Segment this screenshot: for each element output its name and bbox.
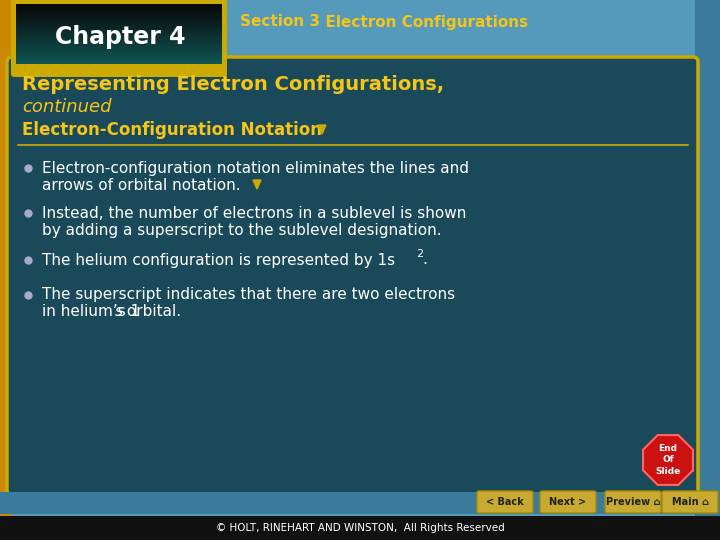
Bar bbox=[16, 15, 222, 16]
Bar bbox=[16, 22, 222, 23]
Bar bbox=[16, 42, 222, 43]
Text: Electron-Configuration Notation: Electron-Configuration Notation bbox=[22, 121, 322, 139]
Bar bbox=[0, 516, 720, 540]
Bar bbox=[0, 0, 12, 540]
Text: continued: continued bbox=[22, 98, 112, 116]
Bar bbox=[16, 5, 222, 6]
Bar bbox=[16, 31, 222, 32]
Bar bbox=[16, 28, 222, 29]
Bar bbox=[16, 4, 222, 5]
Bar bbox=[16, 7, 222, 8]
Text: Electron Configurations: Electron Configurations bbox=[315, 15, 528, 30]
Bar bbox=[12, 0, 695, 62]
Bar bbox=[16, 29, 222, 30]
Bar bbox=[16, 6, 222, 7]
Bar bbox=[16, 61, 222, 62]
Bar bbox=[16, 12, 222, 13]
Text: in helium’s 1: in helium’s 1 bbox=[42, 305, 140, 320]
Text: .: . bbox=[422, 253, 427, 267]
Bar bbox=[695, 0, 720, 540]
Bar bbox=[16, 55, 222, 56]
FancyBboxPatch shape bbox=[605, 491, 661, 513]
Bar bbox=[16, 62, 222, 63]
Bar bbox=[16, 8, 222, 9]
Bar bbox=[16, 48, 222, 49]
Bar bbox=[16, 39, 222, 40]
Bar bbox=[16, 52, 222, 53]
Bar bbox=[16, 46, 222, 47]
Text: Next >: Next > bbox=[549, 497, 587, 507]
Text: arrows of orbital notation.: arrows of orbital notation. bbox=[42, 178, 240, 192]
Bar bbox=[16, 38, 222, 39]
FancyBboxPatch shape bbox=[7, 57, 698, 495]
Bar bbox=[16, 14, 222, 15]
Bar bbox=[16, 18, 222, 19]
Text: s: s bbox=[115, 305, 123, 320]
Polygon shape bbox=[643, 435, 693, 485]
Bar bbox=[16, 36, 222, 37]
Text: Preview ⌂: Preview ⌂ bbox=[606, 497, 660, 507]
Text: 2: 2 bbox=[416, 249, 423, 259]
Bar bbox=[16, 50, 222, 51]
Bar bbox=[16, 17, 222, 18]
Bar bbox=[16, 53, 222, 54]
Text: The superscript indicates that there are two electrons: The superscript indicates that there are… bbox=[42, 287, 455, 302]
Bar bbox=[16, 26, 222, 27]
Polygon shape bbox=[318, 125, 326, 134]
Bar bbox=[16, 32, 222, 33]
Bar bbox=[16, 25, 222, 26]
Bar bbox=[16, 57, 222, 58]
Bar bbox=[16, 23, 222, 24]
Text: End
Of
Slide: End Of Slide bbox=[655, 444, 680, 476]
FancyBboxPatch shape bbox=[662, 491, 718, 513]
Bar bbox=[12, 60, 695, 64]
Bar bbox=[16, 59, 222, 60]
Bar bbox=[16, 30, 222, 31]
Bar bbox=[16, 44, 222, 45]
Bar bbox=[16, 37, 222, 38]
Bar bbox=[16, 40, 222, 41]
Bar bbox=[16, 33, 222, 34]
Bar bbox=[16, 41, 222, 42]
Text: < Back: < Back bbox=[486, 497, 524, 507]
Bar bbox=[16, 63, 222, 64]
Bar bbox=[16, 10, 222, 11]
Text: Representing Electron Configurations,: Representing Electron Configurations, bbox=[22, 76, 444, 94]
Text: © HOLT, RINEHART AND WINSTON,  All Rights Reserved: © HOLT, RINEHART AND WINSTON, All Rights… bbox=[215, 523, 505, 533]
Text: orbital.: orbital. bbox=[122, 305, 181, 320]
Text: Main ⌂: Main ⌂ bbox=[672, 497, 708, 507]
Bar bbox=[16, 49, 222, 50]
Bar bbox=[16, 21, 222, 22]
Bar bbox=[16, 34, 222, 35]
FancyBboxPatch shape bbox=[477, 491, 533, 513]
Text: Instead, the number of electrons in a sublevel is shown: Instead, the number of electrons in a su… bbox=[42, 206, 467, 220]
Bar bbox=[16, 9, 222, 10]
Text: Section 3: Section 3 bbox=[240, 15, 320, 30]
Bar bbox=[16, 13, 222, 14]
Polygon shape bbox=[253, 180, 261, 189]
Text: by adding a superscript to the sublevel designation.: by adding a superscript to the sublevel … bbox=[42, 222, 441, 238]
FancyBboxPatch shape bbox=[540, 491, 596, 513]
Text: Chapter 4: Chapter 4 bbox=[55, 25, 185, 49]
Bar bbox=[16, 43, 222, 44]
Bar bbox=[16, 45, 222, 46]
Bar bbox=[16, 35, 222, 36]
Bar bbox=[16, 58, 222, 59]
Bar bbox=[16, 19, 222, 20]
Text: Electron-configuration notation eliminates the lines and: Electron-configuration notation eliminat… bbox=[42, 160, 469, 176]
Bar bbox=[16, 51, 222, 52]
FancyBboxPatch shape bbox=[11, 0, 227, 77]
Text: The helium configuration is represented by 1s: The helium configuration is represented … bbox=[42, 253, 395, 267]
Bar bbox=[16, 47, 222, 48]
Bar bbox=[16, 54, 222, 55]
Bar bbox=[16, 60, 222, 61]
Bar bbox=[16, 16, 222, 17]
Bar bbox=[16, 20, 222, 21]
Bar bbox=[16, 11, 222, 12]
Bar bbox=[16, 24, 222, 25]
Bar bbox=[16, 56, 222, 57]
Bar bbox=[16, 27, 222, 28]
Bar bbox=[0, 492, 720, 514]
